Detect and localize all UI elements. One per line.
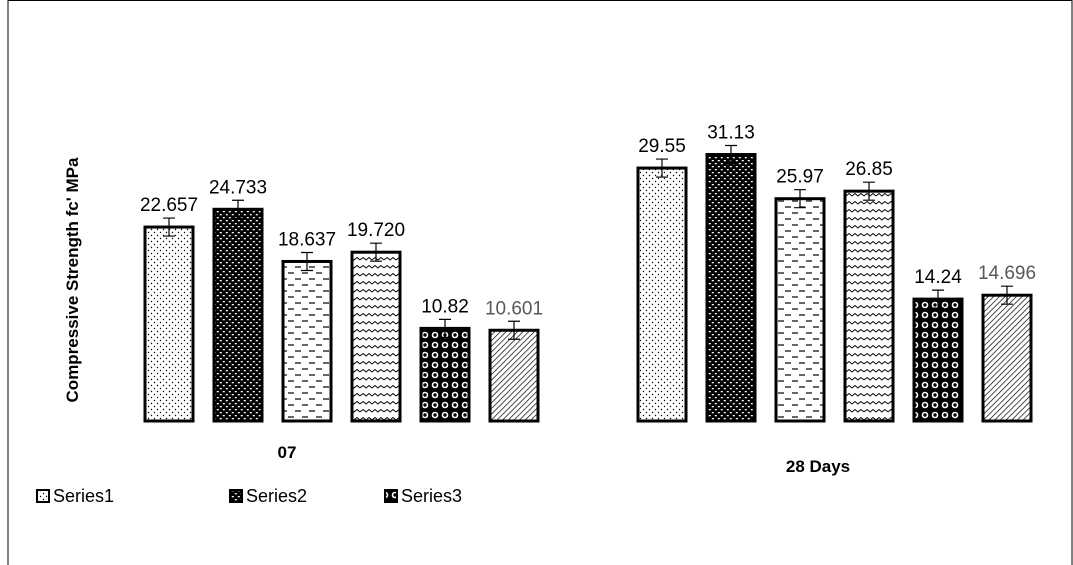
bar-07-4 (350, 250, 402, 423)
bar-28-days-2 (705, 153, 757, 423)
error-bar (301, 251, 313, 272)
bar-07-2 (212, 207, 264, 423)
legend-label: Series1 (53, 486, 114, 506)
error-bar (656, 158, 668, 178)
bars-layer: 22.657 24.733 18.637 19.720 10.82 10.601 29.55… (140, 123, 1036, 423)
data-label: 22.657 (140, 195, 198, 216)
bar-28-days-3 (774, 197, 826, 423)
error-bar (439, 318, 451, 338)
data-label: 31.13 (707, 123, 755, 144)
bar-07-5 (419, 326, 471, 423)
error-bar (370, 242, 382, 262)
data-label: 14.24 (914, 267, 962, 288)
data-label: 14.696 (978, 263, 1036, 284)
data-label: 29.55 (638, 136, 686, 157)
data-label: 10.601 (485, 298, 543, 319)
error-bar (725, 144, 737, 165)
data-label: 18.637 (278, 229, 336, 250)
error-bar (163, 217, 175, 237)
bar-28-days-4 (843, 189, 895, 423)
data-label: 26.85 (845, 159, 893, 180)
legend-label: Series3 (401, 486, 462, 506)
error-bar (232, 199, 244, 219)
error-bar (932, 289, 944, 309)
error-bar (1001, 285, 1013, 305)
legend-swatch (384, 489, 398, 503)
bar-28-days-1 (636, 166, 688, 423)
legend-swatch (36, 489, 50, 503)
data-label: 19.720 (347, 220, 405, 241)
error-bar (794, 189, 806, 209)
error-bar (863, 181, 875, 201)
legend-label: Series2 (246, 486, 307, 506)
group-label-07: 07 (278, 443, 297, 462)
bar-07-3 (281, 259, 333, 423)
bar-28-days-5 (912, 297, 964, 423)
bar-07-1 (143, 225, 195, 423)
data-label: 25.97 (776, 167, 824, 188)
group-label-28-days: 28 Days (786, 457, 850, 476)
data-label: 10.82 (421, 296, 469, 317)
legend: Series1 Series2 Series3 (36, 486, 462, 506)
data-label: 24.733 (209, 177, 267, 198)
error-bar (508, 320, 520, 340)
bar-28-days-6 (981, 293, 1033, 423)
y-axis-label: Compressive Strength fc' MPa (63, 157, 82, 402)
legend-swatch (229, 489, 243, 503)
bar-07-6 (488, 328, 540, 423)
